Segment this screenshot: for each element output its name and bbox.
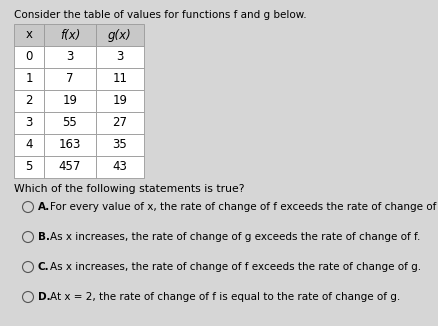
- Text: 27: 27: [112, 116, 127, 129]
- Text: Consider the table of values for functions f and g below.: Consider the table of values for functio…: [14, 10, 306, 20]
- FancyBboxPatch shape: [96, 112, 144, 134]
- FancyBboxPatch shape: [96, 24, 144, 46]
- FancyBboxPatch shape: [44, 134, 96, 156]
- Text: 163: 163: [59, 139, 81, 152]
- Text: 43: 43: [112, 160, 127, 173]
- FancyBboxPatch shape: [44, 46, 96, 68]
- Text: g(x): g(x): [108, 28, 131, 41]
- Text: 19: 19: [112, 95, 127, 108]
- Text: 1: 1: [25, 72, 33, 85]
- Text: A.: A.: [38, 202, 50, 212]
- Text: 19: 19: [62, 95, 78, 108]
- FancyBboxPatch shape: [96, 46, 144, 68]
- Text: 3: 3: [25, 116, 32, 129]
- Text: 7: 7: [66, 72, 74, 85]
- FancyBboxPatch shape: [14, 68, 44, 90]
- Text: 11: 11: [112, 72, 127, 85]
- Text: C.: C.: [38, 262, 49, 272]
- FancyBboxPatch shape: [44, 24, 96, 46]
- Text: 3: 3: [116, 51, 124, 64]
- Text: 457: 457: [59, 160, 81, 173]
- FancyBboxPatch shape: [14, 156, 44, 178]
- Text: At x = 2, the rate of change of f is equal to the rate of change of g.: At x = 2, the rate of change of f is equ…: [50, 292, 399, 302]
- Text: B.: B.: [38, 232, 50, 242]
- FancyBboxPatch shape: [14, 112, 44, 134]
- FancyBboxPatch shape: [14, 46, 44, 68]
- Text: As x increases, the rate of change of f exceeds the rate of change of g.: As x increases, the rate of change of f …: [50, 262, 420, 272]
- FancyBboxPatch shape: [44, 112, 96, 134]
- FancyBboxPatch shape: [44, 68, 96, 90]
- FancyBboxPatch shape: [44, 156, 96, 178]
- FancyBboxPatch shape: [96, 90, 144, 112]
- Text: 3: 3: [66, 51, 74, 64]
- FancyBboxPatch shape: [14, 24, 44, 46]
- Text: Which of the following statements is true?: Which of the following statements is tru…: [14, 184, 244, 194]
- Text: 35: 35: [113, 139, 127, 152]
- Text: f(x): f(x): [60, 28, 80, 41]
- Text: x: x: [25, 28, 32, 41]
- Text: 55: 55: [63, 116, 77, 129]
- Text: D.: D.: [38, 292, 50, 302]
- Text: 4: 4: [25, 139, 33, 152]
- FancyBboxPatch shape: [96, 68, 144, 90]
- FancyBboxPatch shape: [96, 156, 144, 178]
- FancyBboxPatch shape: [14, 90, 44, 112]
- Text: 2: 2: [25, 95, 33, 108]
- Text: 5: 5: [25, 160, 32, 173]
- FancyBboxPatch shape: [96, 134, 144, 156]
- FancyBboxPatch shape: [14, 134, 44, 156]
- Text: For every value of x, the rate of change of f exceeds the rate of change of g.: For every value of x, the rate of change…: [50, 202, 438, 212]
- Text: As x increases, the rate of change of g exceeds the rate of change of f.: As x increases, the rate of change of g …: [50, 232, 420, 242]
- Text: 0: 0: [25, 51, 32, 64]
- FancyBboxPatch shape: [44, 90, 96, 112]
